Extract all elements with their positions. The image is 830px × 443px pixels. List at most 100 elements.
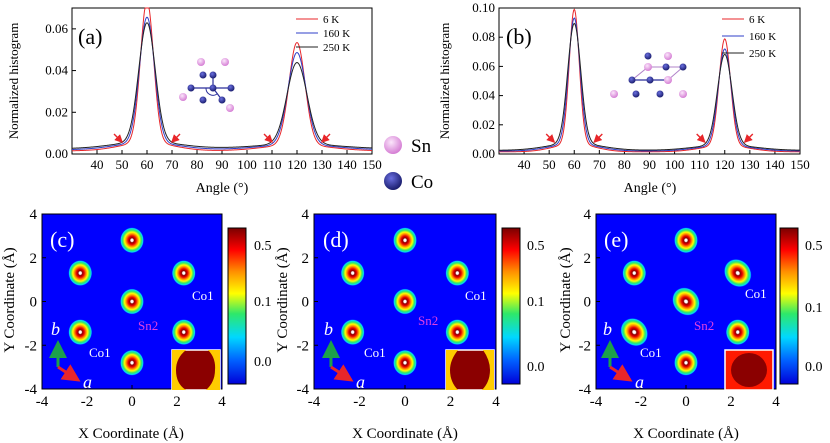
structure-inset <box>610 52 687 98</box>
x-tick-label: -2 <box>81 394 94 410</box>
x-tick-label: 110 <box>262 157 281 172</box>
arrows <box>545 133 754 143</box>
x-tick-label: 90 <box>643 157 656 172</box>
x-tick-label: 2 <box>447 394 455 410</box>
x-tick-label: 2 <box>727 394 735 410</box>
atom-density-spot <box>68 260 93 287</box>
y-tick-label: -4 <box>25 382 38 398</box>
co-atom <box>628 76 636 84</box>
panel-e: -4 -2 0 2 4 -4 -2 0 2 4 (e) Co1 Sn2 Co1 b a 0.5 0… <box>558 207 823 442</box>
atom-density-spot <box>393 288 417 315</box>
panel-label: (e) <box>604 227 628 252</box>
x-tick-label: 130 <box>312 157 332 172</box>
panel-d: -4 -2 0 2 4 -4 -2 0 2 4 (d) Co1 Sn2 Co1 b a 0.5 0… <box>275 207 545 442</box>
legend-label-160k: 160 K <box>749 31 776 43</box>
y-tick-label: -2 <box>579 338 592 354</box>
co-atom <box>199 96 207 104</box>
y-tick-label: 0.10 <box>472 0 495 15</box>
sn-atom <box>610 90 618 98</box>
x-axis-label: X Coordinate (Å) <box>352 426 458 442</box>
sn2-label: Sn2 <box>694 318 714 333</box>
y-tick-label: 0 <box>584 295 592 311</box>
sn2-label: Sn2 <box>418 313 438 328</box>
y-tick-label: 0.00 <box>45 146 68 161</box>
colorbar-tick: 0.0 <box>805 360 823 375</box>
y-axis-label: Normalized histogram <box>437 23 452 140</box>
red-arrow <box>545 133 556 143</box>
co1-label-lower: Co1 <box>640 345 662 360</box>
panel-label: (c) <box>50 227 74 252</box>
atom-density-spot <box>340 260 365 287</box>
legend-label-6k: 6 K <box>323 14 339 26</box>
y-tick-label: 2 <box>302 251 310 267</box>
co-legend-label: Co <box>411 172 433 193</box>
legend: 6 K 160 K 250 K <box>296 14 350 54</box>
inset-core <box>731 353 767 387</box>
x-tick-label: 140 <box>765 157 785 172</box>
x-tick-label: 100 <box>237 157 257 172</box>
x-tick-label: -4 <box>308 394 321 410</box>
plot-frame <box>595 213 777 390</box>
inset-edge <box>446 350 458 390</box>
colorbar-tick: 0.5 <box>527 239 545 254</box>
x-tick-label: 70 <box>593 157 606 172</box>
y-axis-label: Y Coordinate (Å) <box>558 247 574 352</box>
sn2-label: Sn2 <box>138 318 158 333</box>
y-tick-label: 2 <box>584 251 592 267</box>
atom-density-spot <box>620 317 649 347</box>
y-axis-label: Normalized histogram <box>6 23 21 140</box>
legend-label-160k: 160 K <box>323 28 350 40</box>
x-tick-label: 130 <box>740 157 760 172</box>
atom-density-spot <box>120 288 144 315</box>
atom-density-spot <box>445 319 470 346</box>
atom-density-spot <box>171 319 196 346</box>
series-line-0 <box>499 8 800 153</box>
panel-label: (d) <box>323 227 349 252</box>
a-axis-arrow <box>57 364 81 382</box>
axis-ticks: 40 50 60 70 80 90 100 110 120 130 140 150 0.00 0.02 0.… <box>472 0 810 172</box>
colorbar-tick: 0.0 <box>254 355 272 370</box>
x-tick-label: 0 <box>128 394 136 410</box>
a-axis-label: a <box>635 372 644 392</box>
x-tick-label: 50 <box>116 157 129 172</box>
colorbar-tick: 0.1 <box>805 301 823 316</box>
red-arrow <box>696 133 706 143</box>
a-axis-label: a <box>356 372 365 392</box>
x-tick-label: 70 <box>166 157 179 172</box>
atom-legend: Sn Co <box>384 136 433 193</box>
y-tick-label: 2 <box>30 251 38 267</box>
co-atom <box>644 52 652 60</box>
inset-density-map <box>171 349 221 391</box>
sn-atom <box>664 76 672 84</box>
y-tick-label: 4 <box>584 207 592 223</box>
colorbar <box>501 227 521 385</box>
x-tick-label: 40 <box>91 157 104 172</box>
a-axis-label: a <box>83 372 92 392</box>
y-tick-label: -2 <box>297 338 310 354</box>
panel-c: -4 -2 0 2 4 -4 -2 0 2 4 (c) Co1 Sn2 Co1 b a 0.5 0… <box>2 207 272 442</box>
legend-label-250k: 250 K <box>749 48 776 60</box>
x-tick-label: -4 <box>36 394 49 410</box>
legend-label-250k: 250 K <box>323 42 350 54</box>
a-axis-arrow <box>609 364 633 382</box>
co-atom <box>646 76 654 84</box>
x-tick-label: 60 <box>568 157 581 172</box>
atom-density-spots <box>340 227 470 376</box>
panel-b: 40 50 60 70 80 90 100 110 120 130 140 150 0.00 0.02 0.… <box>437 0 810 196</box>
x-axis-label: X Coordinate (Å) <box>633 426 739 442</box>
red-arrow <box>113 133 123 143</box>
co-legend-icon <box>384 172 402 190</box>
x-axis-label: Angle (°) <box>624 181 677 196</box>
x-tick-label: 4 <box>772 394 780 410</box>
atom-density-spot <box>120 227 144 254</box>
co1-label-lower: Co1 <box>89 345 111 360</box>
panel-label: (a) <box>78 24 102 49</box>
x-axis-label: X Coordinate (Å) <box>78 426 184 442</box>
co1-label-upper: Co1 <box>192 288 214 303</box>
y-tick-label: 0 <box>302 295 310 311</box>
inset-density-map <box>445 349 495 391</box>
red-arrow <box>321 133 331 143</box>
series-lines <box>498 8 801 153</box>
co1-label-upper: Co1 <box>745 286 767 301</box>
